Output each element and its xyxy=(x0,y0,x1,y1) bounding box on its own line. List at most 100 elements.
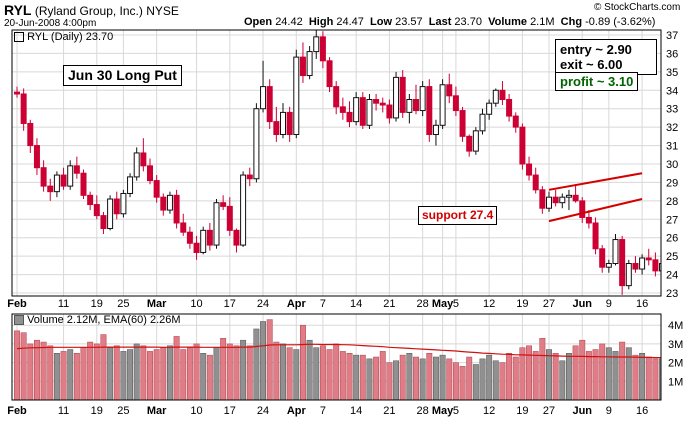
volume-bar xyxy=(539,338,546,400)
volume-bar xyxy=(579,339,586,400)
volume-bar xyxy=(293,349,300,400)
volume-bar xyxy=(167,345,173,400)
candle-body xyxy=(280,111,286,136)
candle-body xyxy=(120,192,127,215)
volume-bar xyxy=(433,356,439,400)
candle-body xyxy=(519,126,526,165)
candle-body xyxy=(492,89,499,104)
date-label: 14 xyxy=(350,298,362,310)
candle-body xyxy=(319,36,326,62)
candle-body xyxy=(107,198,114,229)
candle-body xyxy=(399,76,406,113)
candle-body xyxy=(213,202,220,246)
date-label: 12 xyxy=(483,405,495,417)
brand[interactable]: © StockCharts.com xyxy=(594,2,681,13)
candle-body xyxy=(27,122,34,147)
datetime: 20-Jun-2008 4:00pm xyxy=(4,18,97,29)
price-tick-label: 33 xyxy=(666,104,678,116)
volume-bar xyxy=(639,353,646,400)
date-label: 25 xyxy=(117,405,129,417)
price-tick-label: 37 xyxy=(666,30,678,42)
volume-legend: Volume 2.12M, EMA(60) 2.26M xyxy=(14,314,181,326)
volume-bar xyxy=(253,328,260,400)
high-value: 24.47 xyxy=(336,16,364,28)
volume-bar xyxy=(446,358,453,400)
candle-body xyxy=(579,200,586,218)
price-tick-label: 32 xyxy=(666,122,678,134)
candle-body xyxy=(353,97,360,123)
price-panel-frame xyxy=(11,29,662,297)
date-label: 19 xyxy=(516,405,528,417)
volume-bar xyxy=(452,362,459,400)
volume-bar xyxy=(240,339,247,400)
volume-bar xyxy=(572,345,579,400)
date-label: 21 xyxy=(383,405,395,417)
volume-tick-label: 3M xyxy=(668,339,683,351)
date-label: 28 xyxy=(417,298,429,310)
candle-body xyxy=(113,198,120,215)
date-label: 16 xyxy=(636,298,648,310)
candle-body xyxy=(147,165,153,182)
candle-body xyxy=(127,176,134,194)
volume-bar xyxy=(566,353,572,400)
legend-candle-icon xyxy=(14,32,24,43)
candle-body xyxy=(559,196,566,204)
volume-bar xyxy=(233,345,240,400)
candle-body xyxy=(585,216,592,224)
candle-body xyxy=(133,152,140,178)
volume-bar xyxy=(559,360,566,400)
volume-bar xyxy=(379,351,386,400)
volume-bar xyxy=(373,356,380,400)
candle-body xyxy=(226,205,233,231)
volume-bar xyxy=(60,351,67,400)
candlesticks xyxy=(14,30,671,295)
volume-bar xyxy=(280,343,286,400)
volume-bar xyxy=(246,345,253,400)
candle-body xyxy=(386,104,393,119)
volume-bar xyxy=(127,349,133,400)
candle-body xyxy=(366,99,373,126)
date-label: 11 xyxy=(58,298,69,310)
candle-body xyxy=(666,264,671,268)
candle-body xyxy=(160,196,167,211)
candle-body xyxy=(326,60,333,88)
price-tick-label: 23 xyxy=(666,288,678,300)
candle-body xyxy=(452,95,459,112)
price-legend-text: RYL (Daily) 23.70 xyxy=(27,31,114,43)
volume-bar xyxy=(346,353,353,400)
volume-bar xyxy=(339,351,346,400)
candle-body xyxy=(233,229,240,246)
volume-bar xyxy=(133,343,140,400)
price-tick-label: 27 xyxy=(666,214,678,226)
candle-body xyxy=(306,51,313,77)
volume-bar xyxy=(180,349,187,400)
volume-bar xyxy=(625,347,632,400)
candle-body xyxy=(439,84,446,126)
candle-body xyxy=(373,99,380,104)
volume-bar xyxy=(486,354,493,400)
candle-body xyxy=(339,106,346,113)
price-tick-label: 29 xyxy=(666,177,678,189)
candle-body xyxy=(499,89,506,100)
volume-bar xyxy=(419,358,426,400)
volume-bar xyxy=(499,362,506,400)
candle-body xyxy=(153,180,160,198)
candle-body xyxy=(93,204,100,217)
volume-bar xyxy=(532,351,539,400)
volume-bar xyxy=(605,347,612,400)
candle-body xyxy=(472,130,479,152)
date-label: 25 xyxy=(117,298,129,310)
volume-bar xyxy=(27,343,34,400)
volume-bar xyxy=(326,349,333,400)
candle-body xyxy=(379,102,386,106)
candle-body xyxy=(652,259,659,272)
volume-bar xyxy=(413,356,419,400)
low-value: 23.57 xyxy=(395,16,423,28)
volume-bar xyxy=(546,349,552,400)
volume-bar xyxy=(20,332,27,400)
date-label: 24 xyxy=(257,405,269,417)
candle-body xyxy=(60,174,67,187)
date-label: 19 xyxy=(516,298,528,310)
candle-body xyxy=(625,263,632,287)
candle-body xyxy=(486,102,493,115)
